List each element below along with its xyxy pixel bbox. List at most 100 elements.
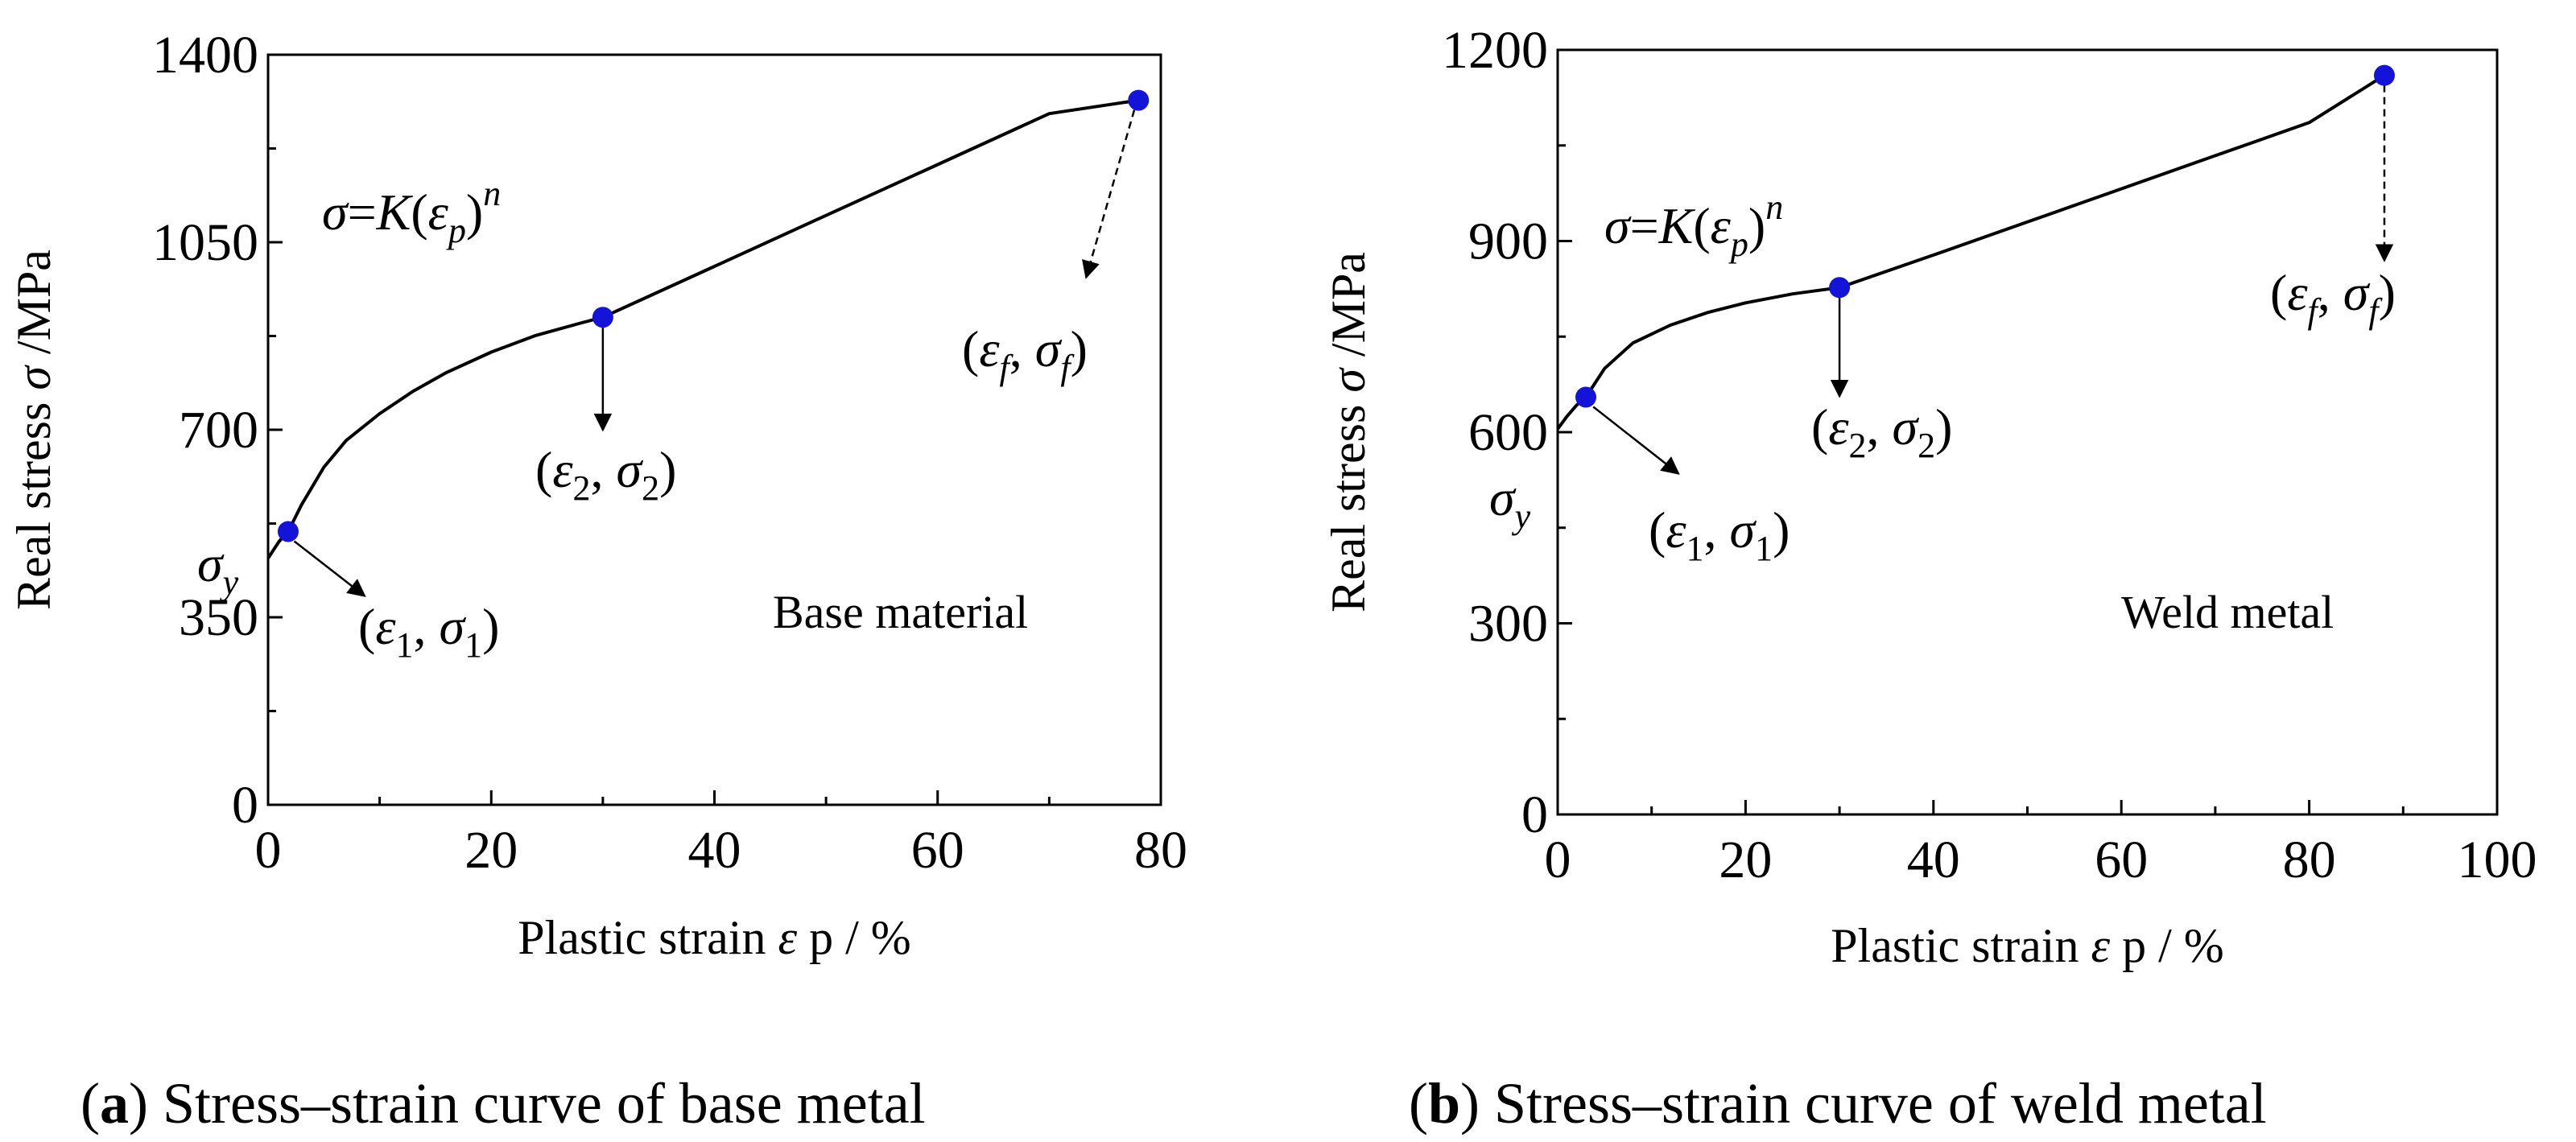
formula-paren-close: ) bbox=[466, 183, 483, 241]
formula-eq: = bbox=[348, 183, 377, 241]
caption-letter: a bbox=[100, 1071, 129, 1136]
comma: , bbox=[1009, 320, 1035, 377]
y-tick-label: 1200 bbox=[1442, 21, 1548, 80]
sigma-symbol: σ bbox=[2343, 264, 2371, 321]
y-axis-label-symbol: σ bbox=[1322, 367, 1375, 393]
sigma-y-sub: y bbox=[220, 563, 239, 602]
x-tick-label: 20 bbox=[1719, 831, 1772, 889]
y-axis-label-text: Real stress bbox=[1322, 393, 1375, 612]
x-axis-label-sub: p bbox=[2110, 919, 2146, 972]
formula-exp: n bbox=[483, 174, 501, 213]
sigma-y-sub: y bbox=[1512, 497, 1531, 536]
caption: (b) Stress–strain curve of weld metal bbox=[1409, 1071, 2267, 1136]
y-tick-label: 350 bbox=[179, 588, 258, 647]
y-tick-label: 0 bbox=[1521, 785, 1548, 844]
paren-close: ) bbox=[2379, 264, 2396, 321]
data-point-p1 bbox=[277, 521, 299, 542]
sigma-symbol: σ bbox=[440, 598, 467, 655]
sigma-sub: 1 bbox=[1755, 529, 1773, 568]
caption-letter: b bbox=[1428, 1071, 1460, 1136]
x-tick-label: 100 bbox=[2458, 831, 2537, 889]
formula-paren: ( bbox=[411, 183, 427, 241]
chart-panel-a: 0 20 40 60 80 0 350 700 1050 1400 Plastic strain ε… bbox=[7, 26, 1187, 1136]
caption: (a) Stress–strain curve of base metal bbox=[80, 1071, 926, 1136]
formula-sigma: σ bbox=[1604, 197, 1632, 254]
plot-frame bbox=[266, 53, 1162, 806]
eps-sub: 1 bbox=[396, 625, 414, 665]
formula-exp: n bbox=[1765, 188, 1783, 227]
y-tick-label: 900 bbox=[1468, 212, 1548, 271]
paren-open: ( bbox=[1811, 398, 1828, 456]
point-label-pf: (εf, σf) bbox=[962, 320, 1088, 387]
sigma-sub: 2 bbox=[642, 468, 659, 508]
x-tick-label: 0 bbox=[1545, 831, 1571, 889]
y-axis-label: Real stress σ /MPa bbox=[7, 249, 60, 610]
eps-symbol: ε bbox=[1828, 398, 1849, 456]
comma: , bbox=[591, 441, 617, 498]
point-arrow-pf bbox=[1082, 109, 1136, 279]
x-axis-label-symbol: ε bbox=[778, 911, 797, 964]
sigma-symbol: σ bbox=[1893, 398, 1920, 456]
y-tick-label: 600 bbox=[1468, 403, 1548, 462]
formula-k: K bbox=[1658, 197, 1696, 254]
paren-close: ) bbox=[482, 598, 499, 655]
formula-k: K bbox=[376, 183, 414, 241]
region-label: Base material bbox=[773, 586, 1028, 638]
paren-close: ) bbox=[1071, 320, 1088, 377]
y-axis-label-symbol: σ bbox=[7, 365, 60, 390]
formula-label: σ=K(εp)n bbox=[322, 174, 501, 250]
paren-open: ( bbox=[962, 320, 979, 377]
formula-sigma: σ bbox=[322, 183, 349, 241]
eps-symbol: ε bbox=[1666, 501, 1686, 559]
x-axis-label: Plastic strain ε p / % bbox=[1831, 919, 2224, 972]
eps-symbol: ε bbox=[2287, 264, 2308, 321]
sigma-y-symbol: σ bbox=[197, 535, 225, 592]
point-label-p1: (ε1, σ1) bbox=[358, 598, 499, 665]
point-label-p2: (ε2, σ2) bbox=[1811, 398, 1952, 465]
paren-open: ( bbox=[358, 598, 375, 655]
formula-paren: ( bbox=[1693, 197, 1710, 254]
formula-sub: p bbox=[446, 211, 466, 250]
x-tick-label: 20 bbox=[464, 821, 518, 880]
caption-paren: ( bbox=[1409, 1071, 1428, 1136]
y-axis-label: Real stress σ /MPa bbox=[1322, 252, 1375, 612]
plot-frame bbox=[1556, 48, 2499, 816]
stress-strain-curve bbox=[266, 98, 1139, 559]
y-tick-label: 1050 bbox=[152, 213, 258, 272]
sigma-y-label: σy bbox=[1489, 469, 1531, 536]
eps-symbol: ε bbox=[979, 320, 1000, 377]
eps-symbol: ε bbox=[552, 441, 573, 498]
x-axis-label-unit: / % bbox=[2146, 919, 2224, 972]
y-tick-label: 1400 bbox=[152, 26, 258, 85]
x-tick-label: 80 bbox=[1134, 821, 1187, 880]
chart-panel-b: 0 20 40 60 80 100 0 300 600 900 1200 Plastic strain… bbox=[1322, 21, 2537, 1136]
formula-label: σ=K(εp)n bbox=[1604, 188, 1783, 264]
y-axis-label-text: Real stress bbox=[7, 390, 60, 610]
paren-open: ( bbox=[2270, 264, 2287, 321]
caption-text: ) Stress–strain curve of base metal bbox=[129, 1071, 926, 1136]
x-tick-label: 60 bbox=[911, 821, 964, 880]
y-tick-label: 0 bbox=[232, 776, 258, 835]
y-axis-label-unit: /MPa bbox=[7, 249, 60, 366]
x-tick-label: 40 bbox=[1907, 831, 1960, 889]
y-tick-label: 700 bbox=[179, 401, 258, 460]
paren-close: ) bbox=[659, 441, 676, 498]
caption-text: ) Stress–strain curve of weld metal bbox=[1460, 1071, 2267, 1136]
x-axis-label-text: Plastic strain bbox=[518, 911, 778, 964]
formula-eps: ε bbox=[428, 183, 449, 241]
caption-paren: ( bbox=[80, 1071, 100, 1136]
sigma-sub: 1 bbox=[464, 625, 482, 665]
eps-sub: 2 bbox=[1849, 426, 1867, 465]
region-label: Weld metal bbox=[2121, 586, 2334, 638]
x-tick-label: 80 bbox=[2283, 831, 2336, 889]
formula-eps: ε bbox=[1711, 197, 1732, 254]
paren-open: ( bbox=[1649, 501, 1666, 559]
eps-sub: 2 bbox=[573, 468, 591, 508]
formula-paren-close: ) bbox=[1748, 197, 1765, 254]
sigma-sub: 2 bbox=[1918, 426, 1935, 465]
data-point-p1 bbox=[1575, 386, 1597, 408]
point-arrow-p1 bbox=[293, 540, 366, 597]
data-point-p2 bbox=[1829, 277, 1851, 299]
paren-close: ) bbox=[1773, 501, 1790, 559]
